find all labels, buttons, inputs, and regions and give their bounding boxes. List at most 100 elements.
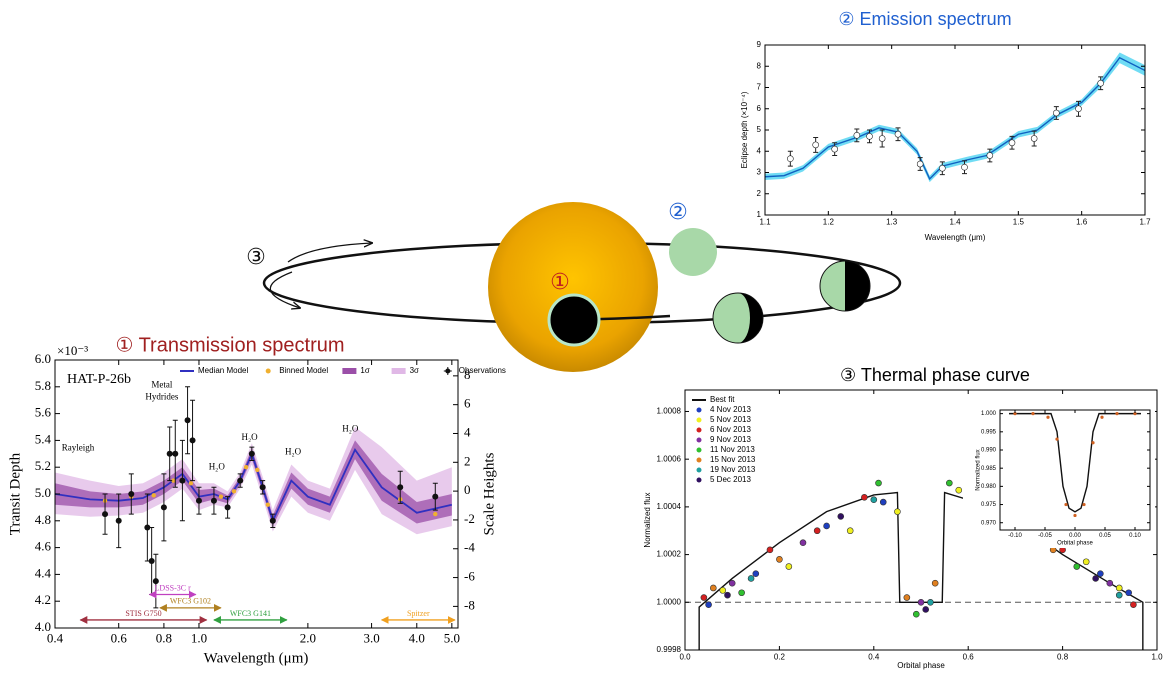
point	[853, 132, 861, 139]
x-tick-label: 0.2	[774, 652, 786, 661]
point	[171, 478, 176, 483]
y2-tick-label: 2	[464, 453, 471, 468]
point	[144, 524, 151, 531]
y-tick-label: 1.0006	[657, 454, 682, 463]
y-axis-label: Normalized flux	[976, 449, 982, 490]
point	[259, 484, 266, 491]
point	[433, 511, 438, 517]
error-cap	[167, 426, 173, 482]
y-tick-label: 5.8	[35, 378, 51, 393]
panel-label: HAT-P-26b	[67, 372, 131, 387]
point	[927, 598, 934, 606]
legend-swatch	[696, 457, 702, 463]
x-tick-label: 2.0	[300, 631, 316, 646]
point	[237, 477, 244, 484]
point	[269, 517, 276, 524]
point	[172, 450, 179, 457]
x-tick-label: 0.0	[679, 652, 691, 661]
error-cap	[867, 129, 872, 144]
y-tick-label: 4.8	[35, 512, 51, 527]
legend-swatch	[696, 417, 702, 423]
point	[939, 164, 946, 172]
error-cap	[1098, 76, 1104, 91]
star	[488, 202, 658, 372]
point	[752, 570, 760, 577]
legend-label: Median Model	[198, 366, 248, 375]
error-cap	[397, 470, 403, 504]
legend-item: 11 Nov 2013	[696, 445, 755, 454]
point	[878, 135, 886, 142]
point	[903, 594, 911, 601]
y2-tick-label: 4	[464, 424, 471, 439]
y2-tick-label: -6	[464, 569, 475, 584]
point	[823, 522, 830, 530]
point	[160, 504, 167, 511]
annotation: Hydrides	[145, 392, 178, 402]
error-cap	[161, 473, 167, 542]
y-tick-label: 2	[757, 189, 762, 198]
instrument-label: WFC3 G102	[170, 597, 211, 606]
point	[1106, 579, 1114, 587]
x-tick-label: 0.00	[1069, 533, 1081, 539]
error-cap	[260, 480, 266, 495]
annotation: Rayleigh	[62, 443, 95, 453]
legend-swatch	[696, 477, 702, 483]
x-tick-label: 1.0	[191, 631, 207, 646]
point	[218, 494, 224, 499]
point	[866, 133, 873, 140]
legend-item: 19 Nov 2013	[696, 465, 756, 474]
x-tick-label: 1.0	[1151, 652, 1163, 661]
band	[55, 440, 452, 527]
error-cap	[237, 473, 243, 488]
y-tick-label: 0.975	[981, 502, 997, 508]
y2-axis-label: Scale Heights	[481, 452, 497, 535]
error-cap	[270, 513, 276, 528]
error-cap	[196, 486, 202, 515]
legend-swatch	[342, 368, 357, 374]
legend-item: 3σ	[391, 366, 419, 375]
legend-item: 5 Nov 2013	[696, 415, 751, 424]
point	[1013, 412, 1017, 416]
point	[916, 160, 924, 168]
chart-title: ① Transmission spectrum	[115, 334, 344, 356]
point	[1097, 79, 1104, 87]
point	[831, 145, 838, 153]
point	[1115, 412, 1119, 416]
point	[265, 502, 271, 507]
y-tick-label: 5	[757, 125, 762, 134]
y-tick-label: 0.995	[981, 429, 997, 435]
x-axis-label: Orbital phase	[897, 661, 945, 670]
y-tick-label: 5.2	[35, 458, 51, 473]
point	[931, 579, 939, 587]
annotation: H₂O	[342, 424, 359, 434]
point	[700, 594, 708, 601]
legend-label: 9 Nov 2013	[710, 435, 751, 444]
y-tick-label: 4.2	[35, 592, 51, 607]
x-tick-label: 5.0	[444, 631, 460, 646]
point	[102, 511, 109, 518]
band	[765, 52, 1145, 183]
plot-area	[765, 45, 1145, 215]
point	[1115, 591, 1123, 599]
y-tick-label: 1.0004	[657, 502, 682, 511]
y-tick-label: 4	[757, 146, 762, 155]
x-tick-label: 3.0	[363, 631, 379, 646]
y-tick-label: 0.970	[981, 520, 997, 526]
legend-swatch	[445, 368, 451, 374]
error-cap	[1031, 130, 1037, 147]
point	[255, 467, 260, 473]
point	[812, 141, 819, 149]
point	[1125, 589, 1132, 597]
point	[1008, 139, 1016, 147]
y2-tick-label: -2	[464, 511, 475, 526]
x-tick-label: 0.4	[47, 631, 64, 646]
x-tick-label: 1.3	[886, 217, 898, 226]
legend-swatch	[696, 447, 702, 453]
error-cap	[185, 386, 191, 455]
y-tick-label: 5.0	[35, 485, 51, 500]
planet-outline	[712, 292, 764, 344]
y-axis-label: Transit Depth	[7, 452, 23, 535]
annotation: H₂O	[209, 461, 226, 471]
planet-night-side	[738, 293, 763, 343]
